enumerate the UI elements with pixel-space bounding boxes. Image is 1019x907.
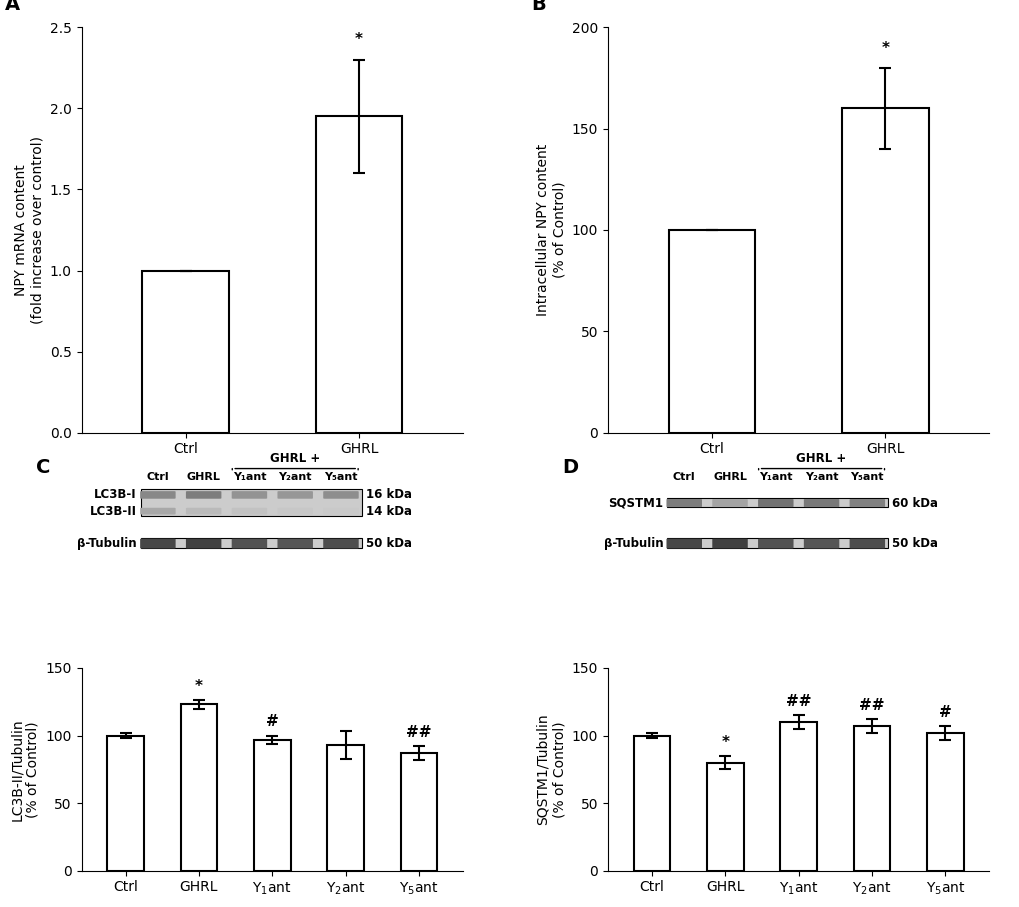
FancyBboxPatch shape — [711, 539, 747, 549]
Bar — [926, 733, 963, 871]
FancyBboxPatch shape — [231, 508, 267, 514]
Text: #: # — [266, 715, 278, 729]
Text: ##: ## — [406, 726, 431, 740]
Y-axis label: SQSTM1/Tubulin
(% of Control): SQSTM1/Tubulin (% of Control) — [536, 714, 566, 825]
Text: *: * — [355, 33, 363, 47]
FancyBboxPatch shape — [665, 539, 701, 549]
Text: Y₁ant: Y₁ant — [758, 473, 792, 483]
Text: Y₂ant: Y₂ant — [804, 473, 838, 483]
FancyBboxPatch shape — [185, 508, 221, 514]
FancyBboxPatch shape — [849, 539, 884, 549]
FancyBboxPatch shape — [803, 499, 839, 507]
Bar — [142, 270, 228, 433]
Bar — [842, 108, 928, 433]
FancyBboxPatch shape — [185, 492, 221, 499]
Bar — [254, 739, 290, 871]
FancyBboxPatch shape — [185, 539, 221, 549]
FancyBboxPatch shape — [757, 499, 793, 507]
Bar — [315, 116, 401, 433]
Bar — [327, 745, 364, 871]
Text: GHRL: GHRL — [186, 473, 220, 483]
Text: 60 kDa: 60 kDa — [892, 496, 937, 510]
Bar — [853, 727, 890, 871]
Bar — [668, 230, 755, 433]
Bar — [666, 498, 888, 507]
FancyBboxPatch shape — [140, 508, 175, 514]
Text: Ctrl: Ctrl — [673, 473, 695, 483]
Text: Y₁ant: Y₁ant — [232, 473, 266, 483]
Text: GHRL +: GHRL + — [270, 453, 320, 465]
Text: ##: ## — [858, 698, 883, 713]
FancyBboxPatch shape — [231, 539, 267, 549]
Text: LC3B-I: LC3B-I — [94, 489, 137, 502]
FancyBboxPatch shape — [323, 539, 359, 549]
FancyBboxPatch shape — [803, 539, 839, 549]
Bar — [706, 763, 743, 871]
Text: #: # — [938, 705, 951, 720]
Text: D: D — [561, 458, 578, 477]
Bar — [633, 736, 669, 871]
Text: ##: ## — [786, 694, 811, 709]
Y-axis label: Intracellular NPY content
(% of Control): Intracellular NPY content (% of Control) — [536, 144, 566, 317]
Text: Y₅ant: Y₅ant — [850, 473, 883, 483]
FancyBboxPatch shape — [323, 492, 359, 499]
Text: C: C — [36, 458, 50, 477]
Bar — [141, 538, 362, 549]
Text: 14 kDa: 14 kDa — [366, 504, 412, 518]
Text: *: * — [195, 678, 203, 694]
FancyBboxPatch shape — [323, 508, 359, 514]
Text: Ctrl: Ctrl — [147, 473, 169, 483]
Bar — [180, 705, 217, 871]
FancyBboxPatch shape — [231, 492, 267, 499]
FancyBboxPatch shape — [665, 499, 701, 507]
Text: Y₅ant: Y₅ant — [324, 473, 358, 483]
Bar — [107, 736, 144, 871]
FancyBboxPatch shape — [140, 492, 175, 499]
Y-axis label: LC3B-II/Tubulin
(% of Control): LC3B-II/Tubulin (% of Control) — [10, 718, 40, 821]
Y-axis label: NPY mRNA content
(fold increase over control): NPY mRNA content (fold increase over con… — [14, 136, 44, 324]
Text: 50 kDa: 50 kDa — [892, 537, 937, 550]
Bar — [400, 753, 437, 871]
Bar — [666, 538, 888, 549]
FancyBboxPatch shape — [757, 539, 793, 549]
FancyBboxPatch shape — [277, 492, 313, 499]
Text: 50 kDa: 50 kDa — [366, 537, 412, 550]
FancyBboxPatch shape — [140, 539, 175, 549]
FancyBboxPatch shape — [711, 499, 747, 507]
FancyBboxPatch shape — [277, 508, 313, 514]
Text: Y₂ant: Y₂ant — [278, 473, 312, 483]
Text: GHRL: GHRL — [712, 473, 746, 483]
Text: SQSTM1: SQSTM1 — [607, 496, 662, 510]
Text: *: * — [720, 735, 729, 750]
Text: B: B — [531, 0, 546, 14]
FancyBboxPatch shape — [277, 539, 313, 549]
Text: β-Tubulin: β-Tubulin — [77, 537, 137, 550]
Text: GHRL +: GHRL + — [796, 453, 846, 465]
Text: *: * — [880, 41, 889, 55]
Text: 16 kDa: 16 kDa — [366, 489, 412, 502]
Bar — [780, 722, 816, 871]
FancyBboxPatch shape — [849, 499, 884, 507]
Text: LC3B-II: LC3B-II — [90, 504, 137, 518]
Bar — [141, 489, 362, 516]
Text: β-Tubulin: β-Tubulin — [603, 537, 662, 550]
Text: A: A — [5, 0, 20, 14]
